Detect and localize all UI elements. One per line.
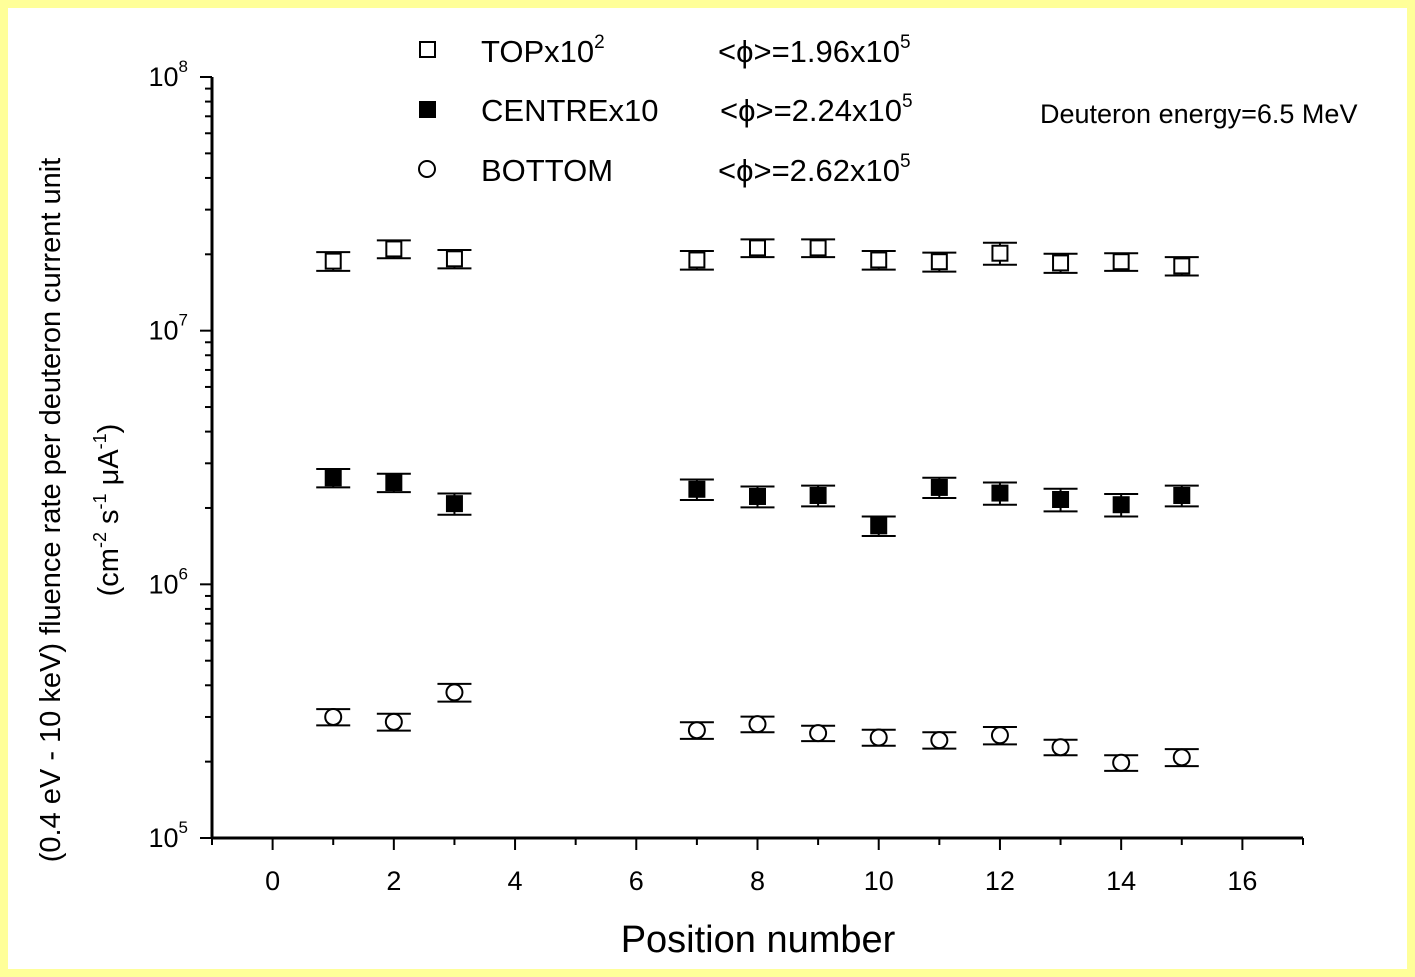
data-point: [1173, 486, 1191, 504]
data-point: [1112, 753, 1131, 772]
data-point: [688, 480, 706, 498]
data-point: [869, 728, 888, 747]
legend-label-centre: CENTREx10: [481, 93, 658, 128]
y-unit-close: ): [93, 424, 125, 434]
chart-frame: 0 2 4 6 8 10 12 14 16 105 106 107 108 Position numbe…: [8, 8, 1407, 969]
data-point: [324, 707, 343, 726]
data-point: [930, 478, 948, 496]
axes: 0 2 4 6 8 10 12 14 16 105 106 107 108: [148, 57, 1304, 896]
x-tick-label: 0: [265, 866, 280, 896]
data-point: [1172, 748, 1191, 767]
x-tick-label: 2: [386, 866, 401, 896]
data-point: [324, 469, 342, 487]
data-point: [688, 251, 706, 269]
data-point: [809, 239, 827, 257]
x-axis-title: Position number: [621, 919, 896, 961]
data-point: [445, 250, 463, 268]
data-point: [1052, 254, 1070, 272]
data-point: [991, 484, 1009, 502]
x-tick-label: 12: [985, 866, 1015, 896]
data-point: [687, 721, 706, 740]
data-point: [990, 726, 1009, 745]
chart-svg: 0 2 4 6 8 10 12 14 16 105 106 107 108 Position numbe…: [35, 32, 1357, 961]
legend-mean-bottom: <ϕ>=2.62x105: [718, 151, 911, 188]
data-point: [991, 244, 1009, 262]
y-tick-label: 106: [148, 564, 188, 599]
y-unit-open: (cm: [93, 548, 125, 596]
legend-marker-bottom: [418, 160, 436, 178]
data-point: [1051, 738, 1070, 757]
data-point: [445, 683, 464, 702]
legend-mean-top: <ϕ>=1.96x105: [718, 32, 911, 69]
legend-marker-top: [419, 41, 436, 58]
y-tick-label: 107: [148, 311, 188, 346]
legend-marker-centre: [419, 101, 436, 118]
y-unit-exp2: -1: [90, 493, 110, 509]
y-unit-exp3: -1: [90, 433, 110, 449]
y-unit-exp1: -2: [90, 532, 110, 548]
data-marks: [316, 238, 1199, 772]
series-bottom: [316, 682, 1199, 772]
legend-label-top: TOPx102: [481, 32, 605, 69]
data-point: [1173, 257, 1191, 275]
data-point: [809, 724, 828, 743]
series-topx10: [316, 238, 1199, 277]
data-point: [749, 239, 766, 257]
legend-label-bottom: BOTTOM: [481, 153, 613, 188]
data-point: [324, 252, 342, 270]
y-unit-s: s: [93, 509, 125, 532]
x-tick-label: 16: [1227, 866, 1257, 896]
x-tick-label: 4: [508, 866, 523, 896]
data-point: [1112, 496, 1130, 514]
data-point: [385, 474, 403, 492]
data-point: [930, 253, 948, 271]
y-tick-label: 108: [148, 57, 188, 92]
data-point: [384, 712, 403, 731]
data-point: [385, 240, 403, 258]
y-axis-title-line2: (cm-2 s-1 μA-1): [90, 424, 125, 597]
y-tick-label: 105: [148, 818, 188, 853]
x-tick-label: 6: [629, 866, 644, 896]
data-point: [870, 251, 888, 269]
y-axis-title-line1: (0.4 eV - 10 keV) fluence rate per deute…: [35, 158, 67, 862]
data-point: [870, 517, 888, 535]
series-centrex10: [316, 467, 1199, 538]
legend: TOPx102 <ϕ>=1.96x105 CENTREx10 <ϕ>=2.24x…: [418, 32, 913, 188]
deuteron-energy-annotation: Deuteron energy=6.5 MeV: [1040, 99, 1357, 129]
data-point: [1112, 253, 1130, 271]
data-point: [1052, 490, 1070, 508]
x-tick-label: 10: [864, 866, 894, 896]
data-point: [445, 495, 463, 513]
x-tick-label: 14: [1106, 866, 1136, 896]
x-tick-label: 8: [750, 866, 765, 896]
legend-mean-centre: <ϕ>=2.24x105: [720, 91, 913, 128]
data-point: [749, 487, 766, 505]
y-unit-mu: μA: [93, 449, 125, 494]
data-point: [748, 715, 767, 734]
data-point: [809, 486, 827, 504]
data-point: [930, 731, 949, 750]
